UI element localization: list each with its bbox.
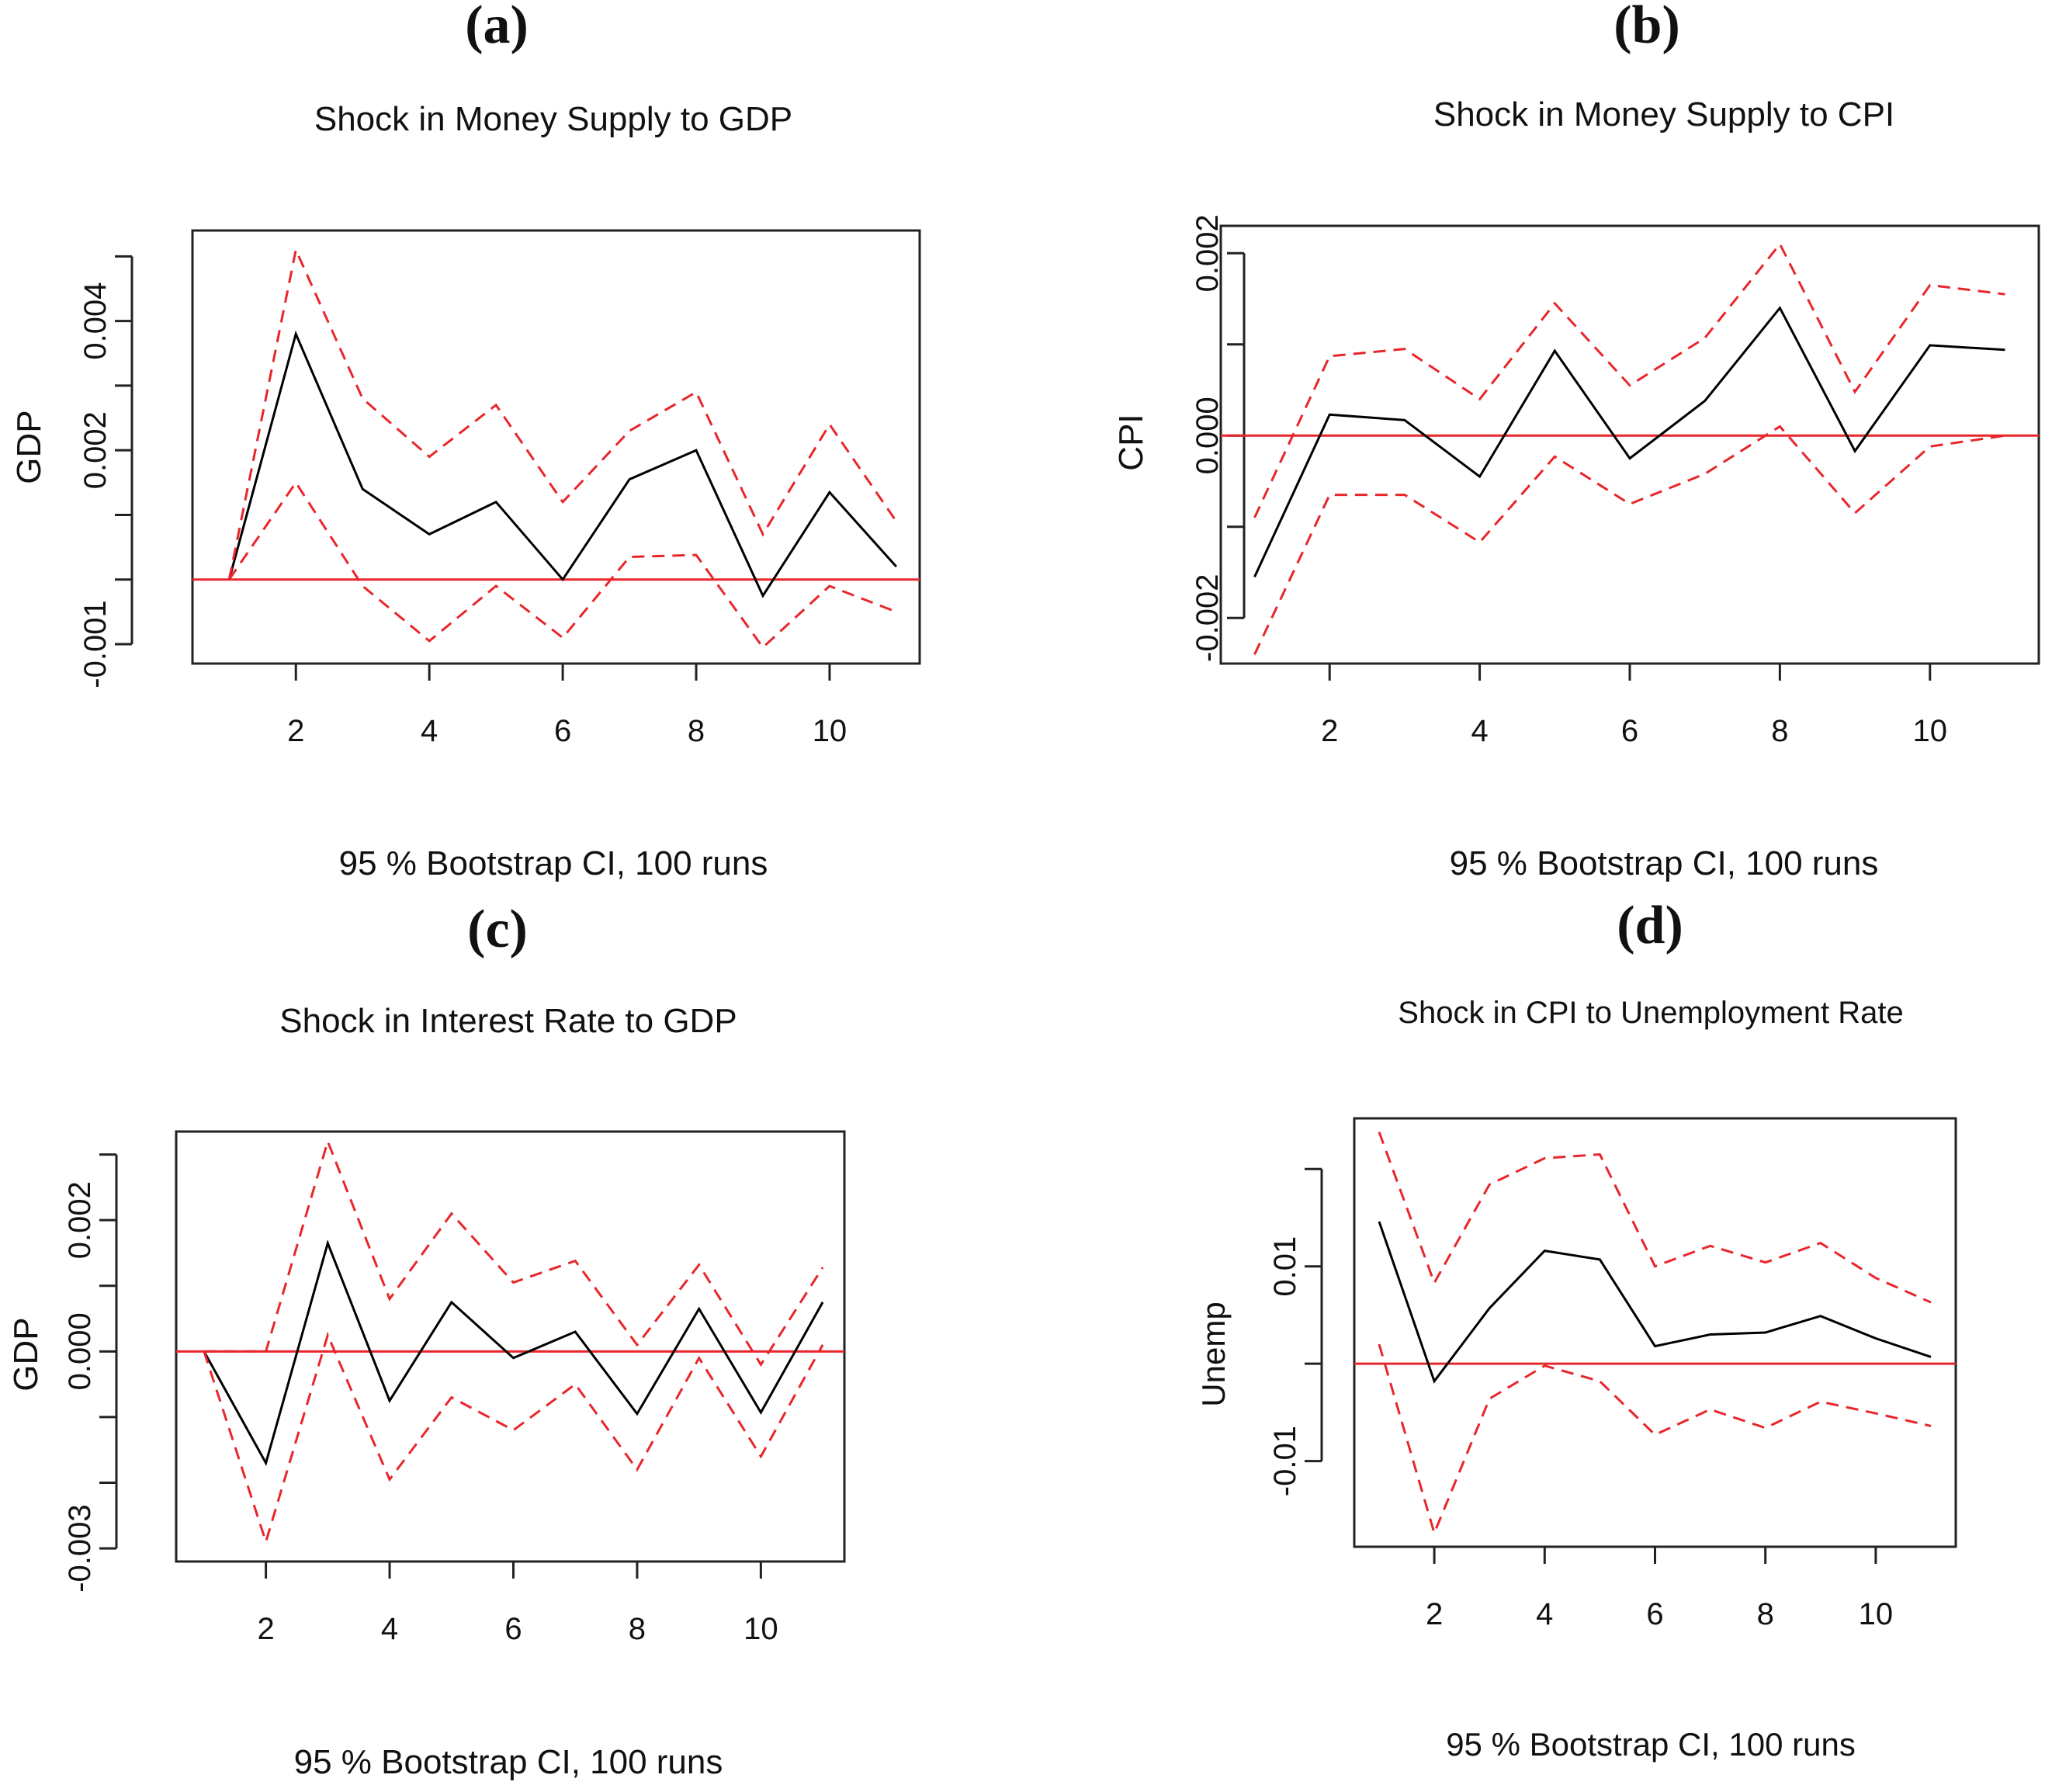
x-tick-label-d: 8 [1757,1597,1774,1631]
series-irf-d [1378,1221,1932,1384]
panel-label-d: (d) [1617,896,1683,955]
y-axis-label-c: GDP [7,1317,45,1391]
y-tick-label-a: -0.001 [78,600,113,688]
x-tick-label-a: 10 [813,714,847,748]
x-tick-label-d: 6 [1646,1597,1663,1631]
x-tick-label-c: 4 [381,1612,398,1646]
x-tick-label-b: 8 [1771,714,1788,748]
y-axis-label-a: GDP [10,410,48,484]
y-tick-label-b: 0.002 [1191,214,1225,292]
y-tick-label-c: -0.003 [63,1504,97,1592]
chart-panel-a: (a) Shock in Money Supply to GDP -0.001 0.0… [10,0,921,882]
y-tick-label-a: 0.004 [78,282,113,360]
y-tick-label-b: -0.002 [1191,574,1225,662]
series-upper-a [227,246,898,580]
series-lower-d [1378,1343,1932,1537]
series-upper-b [1253,241,2005,518]
series-upper-c [203,1138,824,1367]
y-tick-label-b: 0.000 [1191,397,1225,474]
x-tick-label-a: 4 [421,714,438,748]
x-tick-label-a: 2 [287,714,304,748]
x-tick-label-c: 2 [257,1612,274,1646]
y-tick-label-d: -0.01 [1268,1426,1302,1496]
x-axis-label-d: 95 % Bootstrap CI, 100 runs [1446,1726,1856,1763]
y-axis-label-d: Unemp [1195,1302,1232,1406]
series-upper-d [1378,1132,1932,1304]
series-lower-b [1253,425,2005,655]
chart-panel-b: (b) Shock in Money Supply to CPI -0.002 0.0… [1112,0,2040,882]
x-tick-label-b: 6 [1621,714,1638,748]
series-lower-a [228,480,897,650]
chart-panel-c: (c) Shock in Interest Rate to GDP -0.003 0.… [7,899,846,1781]
y-tick-label-c: 0.002 [63,1181,97,1259]
series-lower-c [203,1331,824,1546]
x-tick-label-d: 10 [1859,1597,1894,1631]
series-irf-b [1253,306,2005,578]
x-axis-label-a: 95 % Bootstrap CI, 100 runs [339,844,768,882]
x-axis-label-c: 95 % Bootstrap CI, 100 runs [294,1743,723,1781]
x-tick-label-b: 2 [1321,714,1338,748]
chart-title-b: Shock in Money Supply to CPI [1433,95,1894,133]
x-tick-label-b: 10 [1913,714,1948,748]
y-tick-label-c: 0.000 [63,1312,97,1390]
x-axis-label-b: 95 % Bootstrap CI, 100 runs [1450,844,1879,882]
x-tick-label-a: 6 [554,714,571,748]
x-tick-label-a: 8 [688,714,705,748]
series-irf-c [203,1239,824,1467]
chart-title-c: Shock in Interest Rate to GDP [279,1002,737,1040]
x-tick-label-c: 10 [743,1612,778,1646]
x-tick-label-c: 8 [629,1612,646,1646]
y-tick-label-a: 0.002 [78,411,113,489]
panel-label-b: (b) [1613,0,1680,55]
x-tick-label-b: 4 [1471,714,1488,748]
y-tick-label-d: 0.01 [1268,1236,1302,1297]
panel-label-c: (c) [467,899,528,959]
chart-panel-d: (d) Shock in CPI to Unemployment Rate -0.0… [1195,896,1957,1763]
chart-title-a: Shock in Money Supply to GDP [314,100,792,138]
panel-label-a: (a) [465,0,529,55]
series-irf-a [227,330,898,598]
chart-title-d: Shock in CPI to Unemployment Rate [1398,996,1903,1030]
x-tick-label-d: 2 [1426,1597,1443,1631]
x-tick-label-d: 4 [1536,1597,1553,1631]
x-tick-label-c: 6 [504,1612,522,1646]
y-axis-label-b: CPI [1112,414,1150,470]
